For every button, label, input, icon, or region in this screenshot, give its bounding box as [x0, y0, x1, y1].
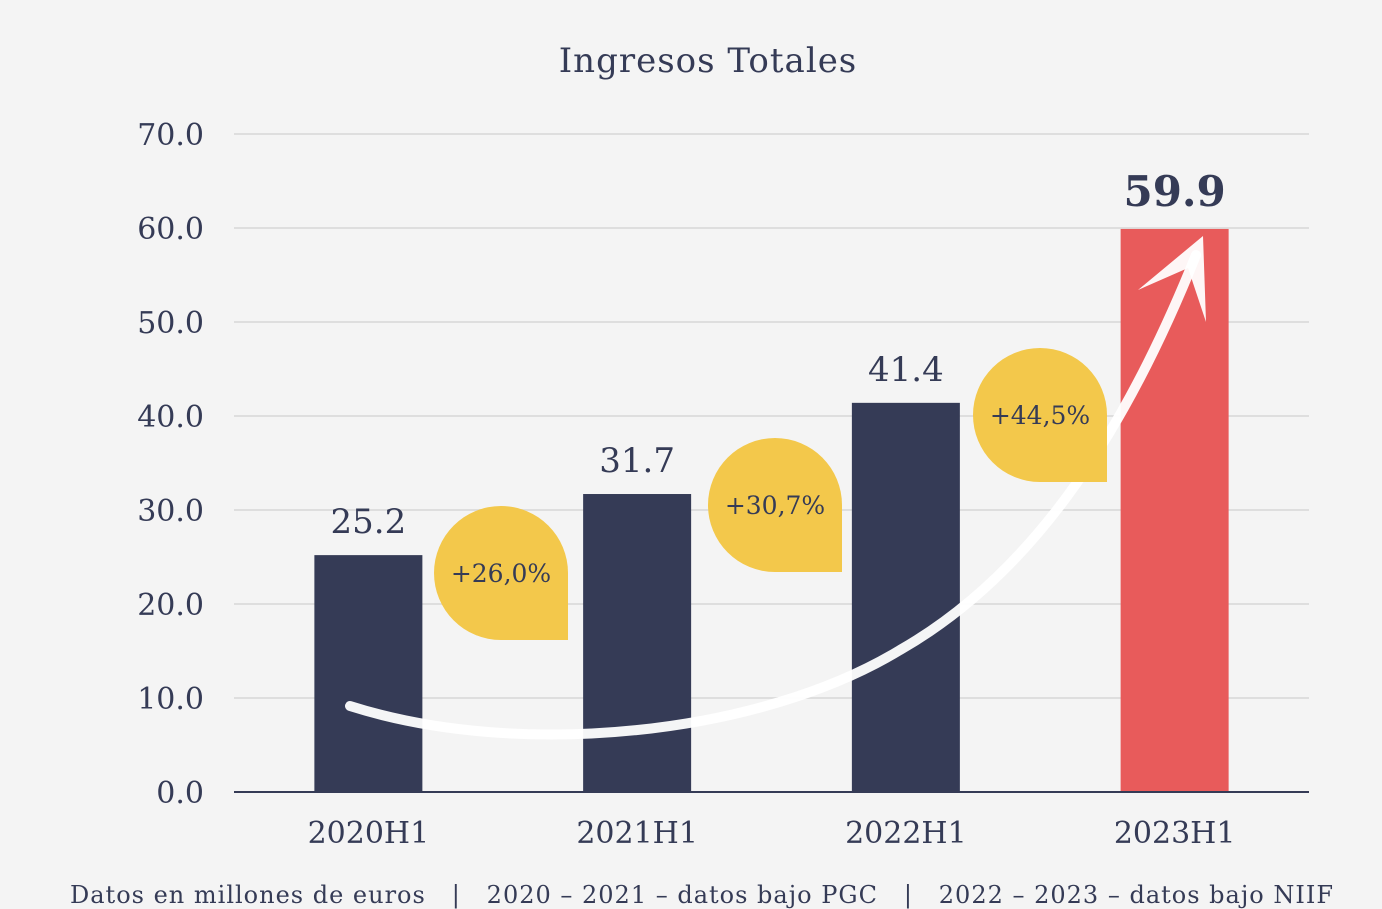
x-tick-label: 2023H1	[1114, 816, 1236, 851]
growth-arrow-curve	[345, 250, 1201, 740]
chart-title: Ingresos Totales	[559, 41, 858, 81]
growth-badges: +26,0% +30,7% +44,5%	[434, 348, 1107, 640]
y-tick-label: 20.0	[137, 588, 204, 623]
bar-2021H1	[583, 494, 692, 792]
footnote: Datos en millones de euros | 2020 – 2021…	[70, 881, 1334, 909]
growth-badge	[708, 438, 842, 572]
value-label: 25.2	[331, 502, 407, 542]
growth-arrow	[345, 236, 1206, 740]
bar-2020H1	[314, 555, 423, 792]
growth-badge-label: +30,7%	[725, 491, 825, 520]
y-tick-label: 70.0	[137, 118, 204, 153]
growth-arrow-head	[1138, 236, 1206, 322]
x-tick-label: 2021H1	[576, 816, 698, 851]
y-tick-label: 50.0	[137, 306, 204, 341]
growth-badge	[434, 506, 568, 640]
y-tick-label: 30.0	[137, 494, 204, 529]
bar-2023H1	[1120, 228, 1229, 792]
y-tick-label: 60.0	[137, 212, 204, 247]
growth-badge-label: +44,5%	[990, 401, 1090, 430]
bar-2022H1	[851, 402, 960, 792]
value-label: 41.4	[868, 350, 944, 390]
y-tick-label: 0.0	[156, 776, 204, 811]
y-axis-ticks: 0.0 10.0 20.0 30.0 40.0 50.0 60.0 70.0	[137, 118, 204, 811]
value-labels: 25.2 31.7 41.4 59.9	[331, 167, 1226, 542]
bars	[314, 228, 1229, 792]
x-axis-ticks: 2020H1 2021H1 2022H1 2023H1	[308, 816, 1236, 851]
y-tick-label: 40.0	[137, 400, 204, 435]
value-label: 59.9	[1123, 167, 1225, 216]
x-tick-label: 2022H1	[845, 816, 967, 851]
x-tick-label: 2020H1	[308, 816, 430, 851]
y-tick-label: 10.0	[137, 682, 204, 717]
growth-badge-label: +26,0%	[451, 559, 551, 588]
value-label: 31.7	[599, 441, 675, 481]
growth-badge	[973, 348, 1107, 482]
